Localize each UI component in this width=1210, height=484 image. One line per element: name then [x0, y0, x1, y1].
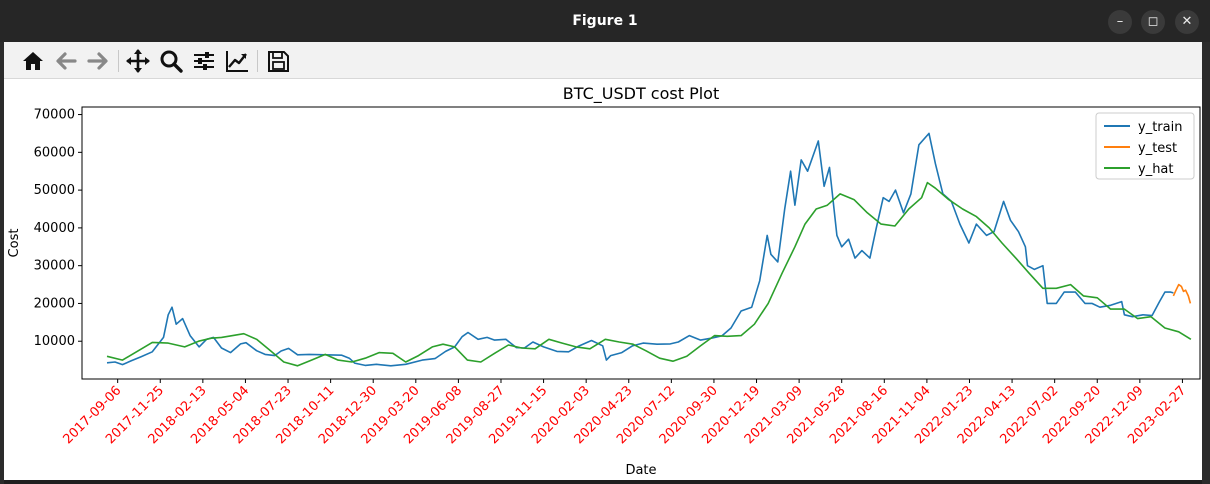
edit-axis-button[interactable] [224, 48, 250, 74]
y-tick-label: 60000 [34, 145, 75, 160]
pan-icon [126, 49, 150, 73]
navigation-toolbar [4, 42, 1202, 79]
close-button[interactable]: ✕ [1175, 10, 1199, 34]
y-tick-label: 10000 [34, 334, 75, 349]
legend-label-y-train: y_train [1138, 120, 1182, 135]
window-right-border [1202, 42, 1210, 484]
y-tick-label: 30000 [34, 259, 75, 274]
back-button[interactable] [53, 48, 79, 74]
title-bar: Figure 1 – ◻ ✕ [0, 0, 1210, 42]
maximize-button[interactable]: ◻ [1141, 10, 1165, 34]
window-title: Figure 1 [572, 13, 638, 29]
window-left-border [0, 42, 4, 484]
configure-subplots-button[interactable] [191, 48, 217, 74]
y-tick-label: 50000 [34, 183, 75, 198]
close-icon: ✕ [1181, 14, 1193, 29]
save-icon [268, 51, 289, 72]
forward-button[interactable] [85, 48, 111, 74]
series-line-y-train [106, 132, 1174, 367]
series-line-y-test [1172, 283, 1192, 304]
legend-label-y-test: y_test [1138, 141, 1177, 156]
edit-axis-icon [226, 51, 248, 72]
pan-button[interactable] [125, 48, 151, 74]
y-tick-label: 40000 [34, 221, 75, 236]
home-button[interactable] [20, 48, 46, 74]
chart-title: BTC_USDT cost Plot [563, 84, 719, 104]
configure-subplots-icon [194, 52, 214, 70]
minimize-button[interactable]: – [1108, 10, 1132, 34]
chart-svg: BTC_USDT cost Plot 10000 20000 30000 40000 50… [7, 84, 1201, 478]
toolbar-separator [118, 50, 119, 72]
maximize-icon: ◻ [1147, 14, 1159, 29]
legend-label-y-hat: y_hat [1138, 162, 1174, 177]
y-axis-label: Cost [7, 229, 22, 258]
forward-icon [87, 52, 108, 70]
y-tick-label: 20000 [34, 296, 75, 311]
home-icon [23, 52, 43, 70]
zoom-icon [160, 50, 183, 73]
legend: y_train y_test y_hat [1095, 112, 1195, 180]
figure-canvas[interactable]: BTC_USDT cost Plot 10000 20000 30000 40000 50… [4, 79, 1202, 480]
back-icon [56, 52, 77, 70]
minimize-icon: – [1116, 14, 1124, 29]
plot-area [81, 106, 1201, 380]
save-button[interactable] [265, 48, 291, 74]
zoom-button[interactable] [158, 48, 184, 74]
toolbar-separator [257, 50, 258, 72]
x-axis-label: Date [625, 463, 656, 478]
y-tick-label: 70000 [34, 108, 75, 123]
series-line-y-hat [106, 181, 1192, 367]
legend-box [1095, 112, 1195, 180]
